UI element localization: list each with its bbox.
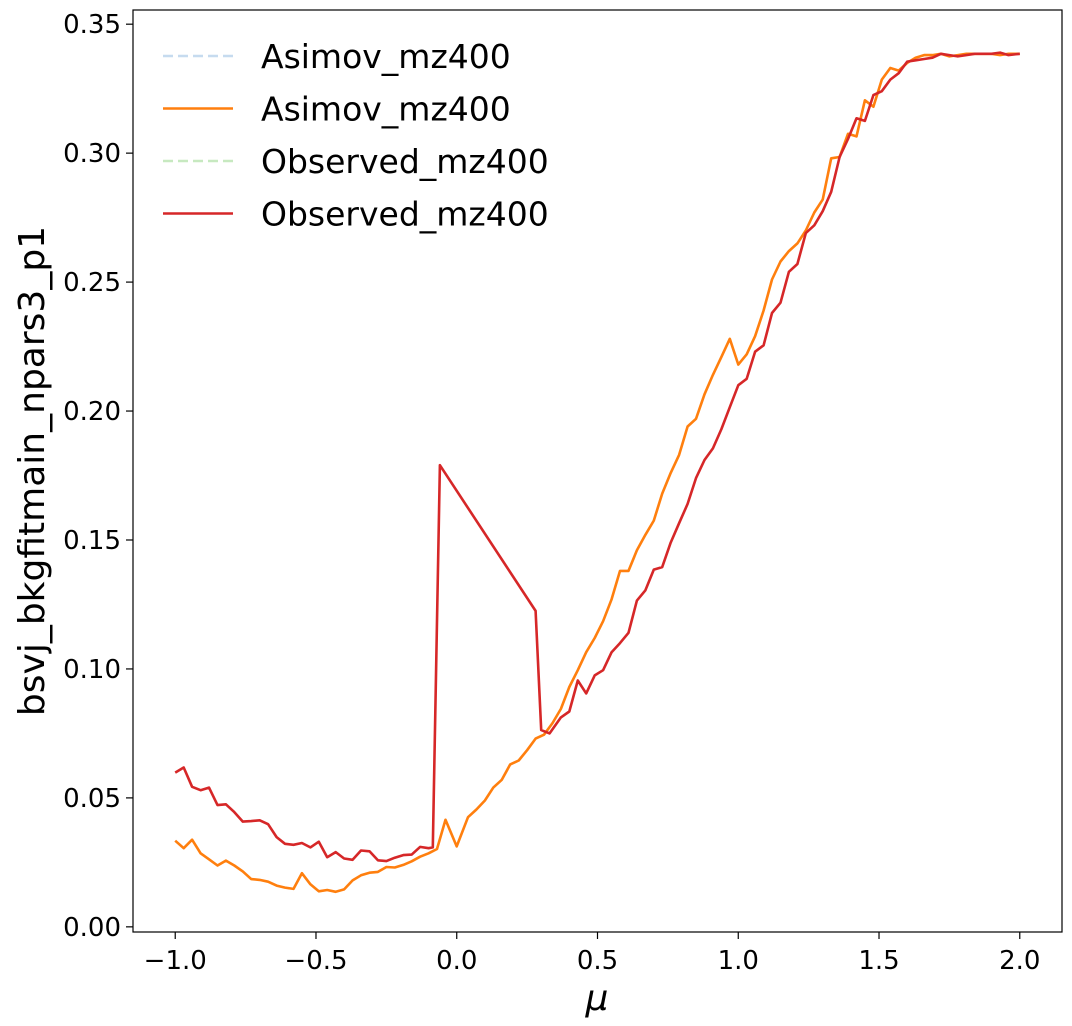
x-tick-label: 1.5 <box>858 946 899 976</box>
y-tick-label: 0.15 <box>63 526 121 556</box>
series-line-3 <box>174 51 1020 863</box>
x-tick-label: −0.5 <box>284 946 347 976</box>
series-layer <box>174 51 1020 894</box>
legend-label-2: Observed_mz400 <box>261 142 549 181</box>
y-tick-label: 0.30 <box>63 139 121 169</box>
plot-area <box>133 10 1062 932</box>
y-tick-label: 0.10 <box>63 655 121 685</box>
legend-label-1: Asimov_mz400 <box>261 90 511 129</box>
y-tick-label: 0.35 <box>63 10 121 40</box>
legend-label-3: Observed_mz400 <box>261 195 549 234</box>
y-tick-label: 0.25 <box>63 268 121 298</box>
y-tick-label: 0.00 <box>63 913 121 943</box>
legend: Asimov_mz400 Asimov_mz400 Observed_mz400 Ob… <box>163 37 549 234</box>
x-tick-label: 1.0 <box>718 946 759 976</box>
y-axis: 0.00 0.05 0.10 0.15 0.20 0.25 0.30 0.35 <box>63 10 133 943</box>
x-axis: −1.0 −0.5 0.0 0.5 1.0 1.5 2.0 <box>144 932 1040 976</box>
x-tick-label: 0.5 <box>577 946 618 976</box>
legend-label-0: Asimov_mz400 <box>261 37 511 76</box>
x-axis-label: μ <box>585 978 609 1019</box>
x-tick-label: 2.0 <box>999 946 1040 976</box>
y-tick-label: 0.05 <box>63 784 121 814</box>
y-axis-label: bsvj_bkgfitmain_npars3_p1 <box>12 226 53 716</box>
y-tick-label: 0.20 <box>63 397 121 427</box>
x-tick-label: 0.0 <box>436 946 477 976</box>
x-tick-label: −1.0 <box>144 946 207 976</box>
